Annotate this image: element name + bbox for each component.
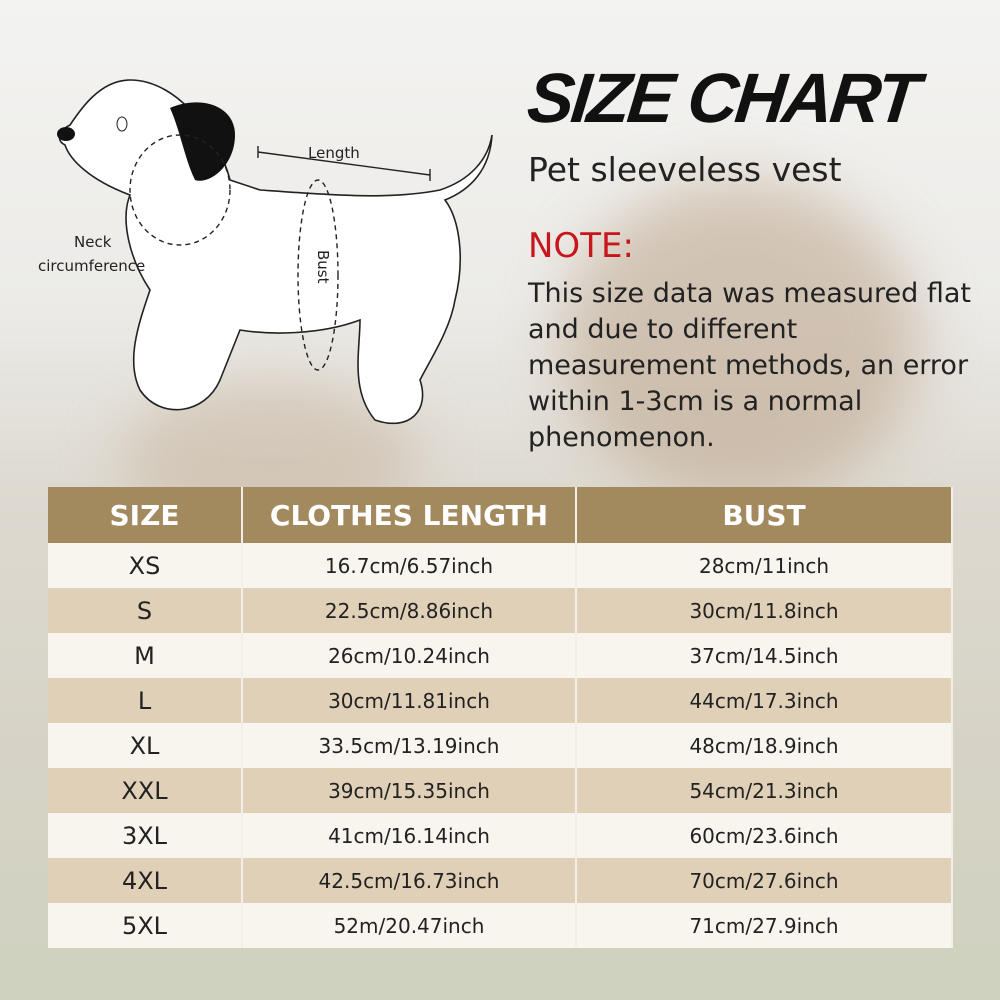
table-row: M 26cm/10.24inch 37cm/14.5inch	[48, 633, 953, 678]
length-cell: 16.7cm/6.57inch	[242, 543, 577, 588]
length-label: Length	[308, 144, 360, 162]
size-cell: 3XL	[48, 813, 243, 858]
bust-cell: 60cm/23.6inch	[576, 813, 953, 858]
neck-label-2: circumference	[38, 257, 145, 275]
size-cell: XS	[48, 543, 243, 588]
length-cell: 39cm/15.35inch	[242, 768, 577, 813]
length-cell: 52m/20.47inch	[242, 903, 577, 948]
product-subtitle: Pet sleeveless vest	[528, 150, 842, 189]
bust-cell: 28cm/11inch	[576, 543, 953, 588]
table-row: L 30cm/11.81inch 44cm/17.3inch	[48, 678, 953, 723]
note-text: This size data was measured flat and due…	[528, 278, 971, 453]
size-cell: S	[48, 588, 243, 633]
page-title: SIZE CHART	[523, 59, 921, 137]
length-cell: 22.5cm/8.86inch	[242, 588, 577, 633]
length-cell: 26cm/10.24inch	[242, 633, 577, 678]
header-size: SIZE	[48, 487, 243, 543]
table-row: 3XL 41cm/16.14inch 60cm/23.6inch	[48, 813, 953, 858]
bust-cell: 30cm/11.8inch	[576, 588, 953, 633]
size-cell: XXL	[48, 768, 243, 813]
length-cell: 33.5cm/13.19inch	[242, 723, 577, 768]
bust-cell: 54cm/21.3inch	[576, 768, 953, 813]
table-header: SIZE CLOTHES LENGTH BUST	[48, 487, 953, 543]
bust-label: Bust	[314, 250, 332, 284]
note-label: NOTE:	[528, 226, 634, 266]
table-row: XS 16.7cm/6.57inch 28cm/11inch	[48, 543, 953, 588]
header-length: CLOTHES LENGTH	[242, 487, 577, 543]
table-row: XL 33.5cm/13.19inch 48cm/18.9inch	[48, 723, 953, 768]
bust-cell: 44cm/17.3inch	[576, 678, 953, 723]
size-cell: L	[48, 678, 243, 723]
bust-cell: 48cm/18.9inch	[576, 723, 953, 768]
neck-measure-loop	[129, 134, 231, 246]
length-cell: 42.5cm/16.73inch	[242, 858, 577, 903]
size-cell: M	[48, 633, 243, 678]
eye-icon	[116, 116, 128, 132]
bust-cell: 37cm/14.5inch	[576, 633, 953, 678]
table-row: 4XL 42.5cm/16.73inch 70cm/27.6inch	[48, 858, 953, 903]
table-row: 5XL 52m/20.47inch 71cm/27.9inch	[48, 903, 953, 948]
size-table: SIZE CLOTHES LENGTH BUST XS 16.7cm/6.57in…	[48, 487, 953, 948]
size-cell: 5XL	[48, 903, 243, 948]
table-row: S 22.5cm/8.86inch 30cm/11.8inch	[48, 588, 953, 633]
bust-cell: 71cm/27.9inch	[576, 903, 953, 948]
size-cell: XL	[48, 723, 243, 768]
table-row: XXL 39cm/15.35inch 54cm/21.3inch	[48, 768, 953, 813]
length-arrow	[257, 146, 431, 181]
size-cell: 4XL	[48, 858, 243, 903]
bust-measure-loop	[297, 179, 339, 371]
header-bust: BUST	[576, 487, 953, 543]
dog-measurement-diagram: Length Bust Neck circumference	[38, 79, 493, 425]
neck-label: Neck	[74, 233, 112, 251]
background-blur	[560, 180, 920, 500]
length-cell: 30cm/11.81inch	[242, 678, 577, 723]
dog-body-outline	[58, 79, 493, 425]
bust-cell: 70cm/27.6inch	[576, 858, 953, 903]
nose-icon	[57, 127, 75, 141]
length-cell: 41cm/16.14inch	[242, 813, 577, 858]
